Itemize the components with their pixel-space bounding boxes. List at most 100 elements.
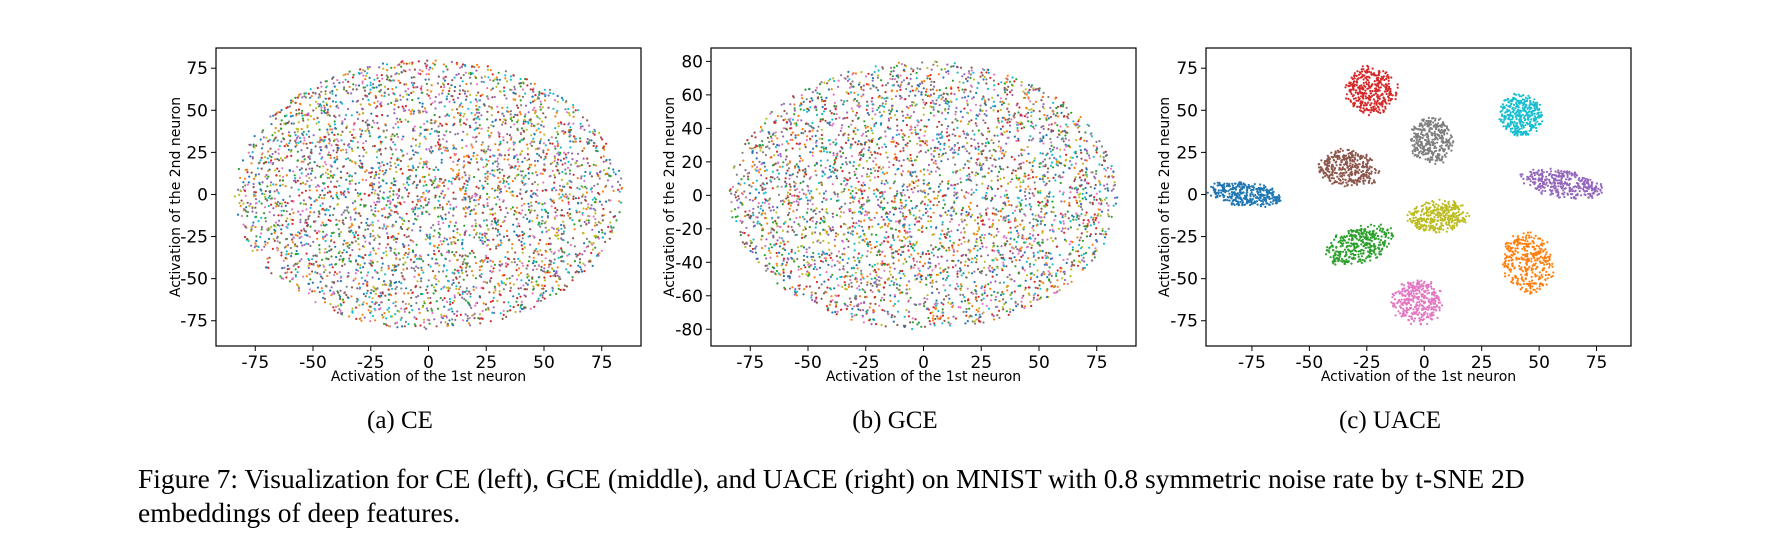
ce-point-class-7: [387, 93, 390, 96]
ce-point-class-5: [498, 188, 501, 191]
ce-point-class-2: [372, 213, 375, 216]
ce-point-class-2: [516, 121, 519, 124]
ce-point-class-1: [490, 88, 493, 91]
ce-point-class-5: [456, 228, 459, 231]
ce-point-class-2: [245, 210, 248, 213]
ce-point-class-8: [239, 189, 242, 193]
gce-point-class-8: [947, 301, 950, 304]
ce-point-class-2: [407, 120, 410, 123]
ce-point-class-8: [325, 102, 328, 105]
ce-point-class-6: [475, 301, 478, 305]
ce-point-class-7: [479, 260, 482, 263]
ce-point-class-6: [260, 232, 263, 235]
ce-point-class-1: [456, 173, 459, 176]
gce-point-class-3: [1034, 187, 1037, 190]
ce-point-class-9: [365, 292, 368, 295]
ce-point-class-8: [264, 195, 267, 198]
ce-point-class-1: [438, 184, 441, 187]
ce-point-class-4: [302, 199, 305, 202]
ce-point-class-1: [329, 105, 332, 108]
ce-point-class-2: [564, 172, 567, 175]
ce-point-class-9: [366, 72, 369, 75]
ce-point-class-4: [617, 180, 620, 183]
gce-point-class-1: [860, 88, 863, 91]
ce-point-class-2: [346, 245, 349, 248]
gce-point-class-7: [758, 222, 761, 225]
ce-point-class-0: [515, 233, 518, 237]
ce-point-class-4: [486, 198, 489, 201]
gce-point-class-6: [836, 195, 839, 198]
ce-point-class-7: [551, 287, 554, 290]
ce-point-class-1: [274, 201, 277, 205]
ce-point-class-7: [398, 258, 401, 261]
ce-point-class-9: [502, 181, 505, 185]
gce-point-class-5: [835, 255, 839, 258]
gce-point-class-8: [888, 263, 891, 266]
ce-point-class-6: [442, 221, 445, 225]
ce-point-class-5: [349, 139, 353, 142]
gce-point-class-0: [939, 142, 942, 146]
gce-point-class-9: [875, 240, 878, 243]
ce-point-class-2: [390, 101, 393, 104]
gce-point-class-8: [1034, 259, 1037, 262]
ce-point-class-1: [365, 302, 368, 305]
ce-point-class-7: [585, 187, 588, 190]
ce-point-class-2: [268, 194, 271, 198]
ce-point-class-5: [579, 258, 582, 261]
gce-point-class-3: [963, 107, 966, 110]
ce-point-class-9: [562, 230, 566, 233]
gce-point-class-1: [811, 151, 814, 154]
ce-point-class-0: [384, 171, 387, 174]
ce-point-class-6: [276, 190, 279, 193]
ce-point-class-2: [573, 223, 576, 226]
ce-point-class-9: [434, 177, 437, 180]
ce-point-class-6: [553, 145, 556, 148]
ce-point-class-9: [447, 225, 451, 228]
ce-point-class-9: [453, 76, 456, 79]
ce-point-class-0: [429, 66, 432, 69]
ce-point-class-0: [313, 200, 316, 203]
ce-point-class-5: [252, 186, 255, 189]
ce-point-class-7: [284, 238, 288, 241]
ce-point-class-5: [355, 88, 358, 91]
ce-point-class-4: [369, 205, 372, 208]
ce-point-class-8: [404, 118, 407, 121]
ce-point-class-1: [418, 311, 421, 314]
ce-point-class-0: [390, 247, 393, 250]
gce-point-class-8: [1100, 199, 1103, 202]
ce-point-class-8: [450, 243, 453, 246]
gce-point-class-0: [828, 168, 831, 171]
ce-point-class-7: [245, 226, 248, 229]
ce-point-class-5: [324, 90, 327, 93]
ce-point-class-5: [312, 109, 315, 112]
ce-point-class-7: [393, 266, 396, 269]
ce-point-class-9: [448, 114, 451, 117]
ce-point-class-7: [544, 226, 547, 229]
ce-point-class-1: [329, 128, 332, 131]
ce-point-class-2: [322, 182, 325, 185]
ce-point-class-8: [562, 220, 565, 223]
gce-point-class-2: [734, 208, 737, 211]
ce-point-class-6: [383, 207, 386, 211]
ce-point-class-7: [506, 141, 509, 144]
ce-point-class-0: [321, 189, 324, 192]
ce-point-class-1: [384, 283, 388, 286]
ce-point-class-1: [396, 121, 399, 124]
ce-point-class-9: [574, 137, 578, 140]
ce-point-class-3: [312, 220, 316, 223]
ce-y-tick-label: -50: [180, 270, 208, 290]
ce-point-class-8: [585, 219, 588, 222]
ce-point-class-2: [329, 125, 332, 128]
gce-point-class-2: [769, 243, 772, 246]
ce-point-class-0: [482, 242, 485, 245]
ce-point-class-4: [557, 229, 560, 232]
ce-point-class-1: [267, 150, 270, 153]
ce-point-class-5: [308, 135, 311, 138]
ce-point-class-4: [325, 233, 328, 236]
ce-point-class-1: [497, 282, 500, 285]
gce-point-class-4: [800, 119, 803, 122]
ce-point-class-4: [320, 112, 323, 115]
gce-point-class-5: [1077, 217, 1080, 220]
ce-point-class-6: [490, 265, 493, 268]
ce-point-class-4: [404, 186, 407, 189]
